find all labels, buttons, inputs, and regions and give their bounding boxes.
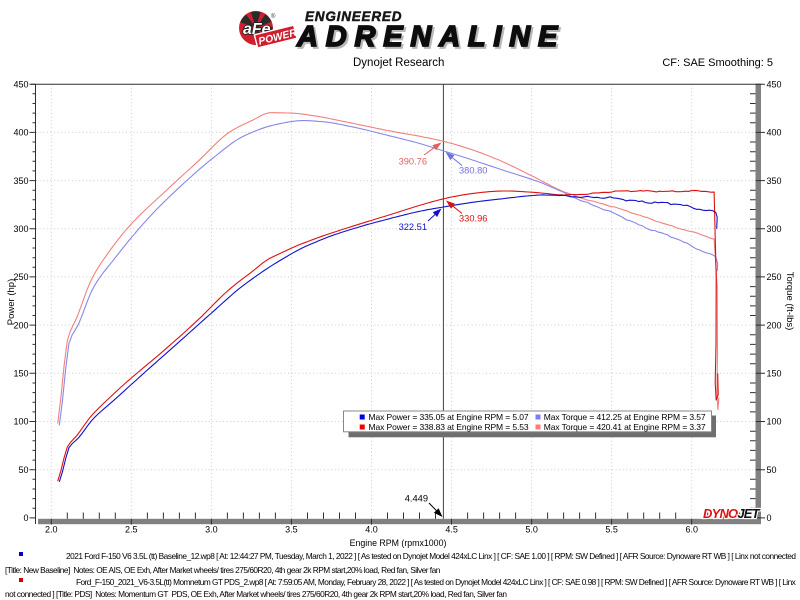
svg-text:6.0: 6.0: [685, 524, 698, 534]
svg-text:5.5: 5.5: [605, 524, 618, 534]
svg-text:150: 150: [13, 369, 28, 379]
svg-text:200: 200: [767, 320, 782, 330]
svg-text:Max Power = 338.83 at Engine R: Max Power = 338.83 at Engine RPM = 5.53: [369, 422, 529, 432]
svg-text:ADRENALINE: ADRENALINE: [298, 23, 567, 55]
svg-text:450: 450: [767, 79, 782, 89]
svg-text:350: 350: [767, 176, 782, 186]
svg-text:322.51: 322.51: [399, 222, 427, 232]
svg-text:0: 0: [23, 513, 28, 523]
svg-text:4.5: 4.5: [445, 524, 458, 534]
svg-text:100: 100: [13, 417, 28, 427]
svg-text:0: 0: [767, 513, 772, 523]
svg-text:250: 250: [13, 272, 28, 282]
svg-text:150: 150: [767, 369, 782, 379]
svg-text:250: 250: [767, 272, 782, 282]
svg-text:5.0: 5.0: [525, 524, 538, 534]
svg-text:2.5: 2.5: [125, 524, 138, 534]
svg-text:2.0: 2.0: [45, 524, 58, 534]
svg-text:100: 100: [767, 417, 782, 427]
svg-text:Power (hp): Power (hp): [6, 279, 17, 325]
svg-text:400: 400: [13, 128, 28, 138]
svg-text:ENGINEERED: ENGINEERED: [305, 9, 402, 24]
svg-text:®: ®: [271, 13, 276, 20]
svg-text:4.449: 4.449: [405, 494, 428, 504]
svg-text:400: 400: [767, 128, 782, 138]
svg-text:450: 450: [13, 79, 28, 89]
svg-text:50: 50: [18, 465, 28, 475]
svg-text:380.80: 380.80: [459, 166, 487, 176]
svg-text:ADRENALINE: ADRENALINE: [296, 21, 565, 53]
svg-text:3.5: 3.5: [285, 524, 298, 534]
svg-text:200: 200: [13, 320, 28, 330]
svg-text:Max Torque = 420.41 at Engine: Max Torque = 420.41 at Engine RPM = 3.37: [544, 422, 706, 432]
svg-text:Engine RPM (rpmx1000): Engine RPM (rpmx1000): [350, 538, 447, 548]
svg-text:DYNOJET: DYNOJET: [703, 506, 761, 521]
svg-text:390.76: 390.76: [399, 157, 427, 167]
svg-text:3.0: 3.0: [205, 524, 218, 534]
svg-text:330.96: 330.96: [459, 214, 487, 224]
svg-text:Max Power = 335.05 at Engine R: Max Power = 335.05 at Engine RPM = 5.07: [369, 412, 529, 422]
svg-text:Torque (ft-lbs): Torque (ft-lbs): [784, 272, 795, 331]
svg-text:350: 350: [13, 176, 28, 186]
svg-text:50: 50: [767, 465, 777, 475]
svg-text:Max Torque = 412.25 at Engine: Max Torque = 412.25 at Engine RPM = 3.57: [544, 412, 706, 422]
svg-text:300: 300: [767, 224, 782, 234]
svg-text:4.0: 4.0: [365, 524, 378, 534]
svg-text:300: 300: [13, 224, 28, 234]
